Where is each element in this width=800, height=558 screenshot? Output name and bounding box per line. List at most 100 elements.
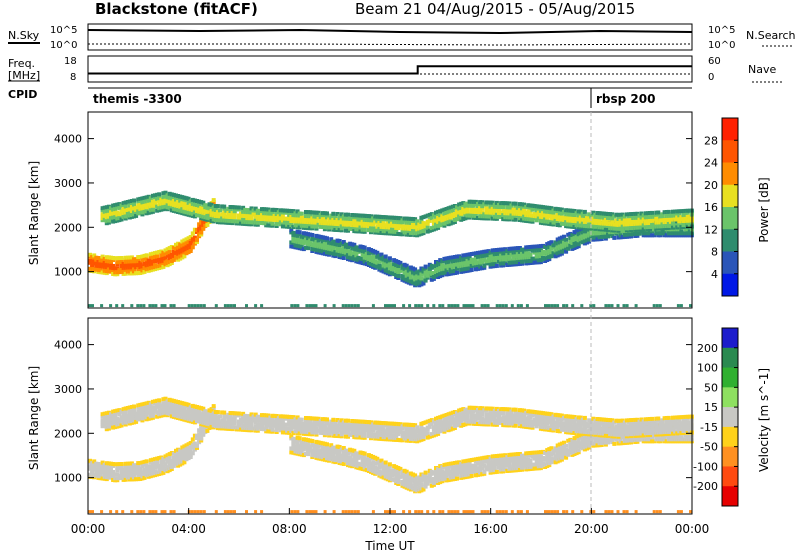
scatter-cell: [564, 444, 568, 448]
scatter-cell: [161, 304, 164, 307]
scatter-cell: [626, 304, 629, 307]
scatter-cell: [470, 474, 474, 478]
scatter-cell: [495, 264, 499, 268]
scatter-cell: [325, 442, 329, 446]
scatter-cell: [191, 245, 195, 249]
scatter-cell: [222, 205, 226, 209]
scatter-cell: [623, 304, 626, 307]
scatter-cell: [148, 304, 151, 307]
scatter-cell: [121, 304, 124, 307]
scatter-cell: [470, 268, 474, 272]
scatter-cell: [333, 304, 336, 307]
scatter-cell: [145, 253, 149, 257]
scatter-cell: [194, 304, 197, 307]
scatter-cell: [309, 304, 312, 307]
scatter-cell: [170, 304, 173, 307]
scatter-cell: [528, 459, 532, 463]
scatter-cell: [571, 304, 574, 307]
scatter-cell: [419, 276, 423, 280]
scatter-cell: [677, 304, 680, 307]
scatter-cell: [456, 304, 459, 307]
nsky-label: N.Sky: [8, 29, 40, 42]
freq-left-tick-bottom: 8: [70, 72, 76, 83]
scatter-cell: [325, 211, 329, 215]
noise-left-tick-top: 10^5: [50, 25, 77, 36]
scatter-cell: [455, 477, 459, 481]
scatter-cell: [310, 439, 314, 443]
beam-date-title: Beam 21 04/Aug/2015 - 05/Aug/2015: [355, 0, 635, 18]
cpid-segment-1: themis -3300: [93, 92, 182, 106]
scatter-cell: [195, 444, 199, 448]
scatter-cell: [466, 304, 469, 307]
scatter-cell: [484, 304, 487, 307]
scatter-cell: [142, 304, 145, 307]
scatter-cell: [300, 212, 304, 216]
scatter-cell: [402, 304, 405, 307]
scatter-cell: [315, 304, 318, 307]
scatter-cell: [139, 304, 142, 307]
scatter-cell: [553, 304, 556, 307]
freq-left-tick-top: 18: [64, 56, 77, 67]
nave-label: Nave: [748, 63, 776, 76]
nsky-line: [88, 30, 692, 33]
scatter-cell: [438, 304, 441, 307]
scatter-cell: [447, 304, 450, 307]
scatter-cell: [450, 304, 453, 307]
scatter-cell: [384, 461, 388, 465]
scatter-cell: [191, 451, 195, 455]
scatter-cell: [499, 304, 502, 307]
nsearch-label: N.Search: [746, 29, 796, 42]
scatter-cell: [227, 304, 230, 307]
scatter-cell: [520, 304, 523, 307]
scatter-cell: [384, 255, 388, 259]
scatter-cell: [388, 462, 392, 466]
scatter-cell: [245, 304, 248, 307]
scatter-cell: [564, 238, 568, 242]
scatter-cell: [372, 304, 375, 307]
scatter-cell: [656, 211, 660, 215]
scatter-cell: [463, 304, 466, 307]
scatter-cell: [260, 304, 263, 307]
scatter-cell: [580, 304, 583, 307]
scatter-cell: [191, 304, 194, 307]
cpid-segment-2: rbsp 200: [596, 92, 655, 106]
scatter-cell: [388, 256, 392, 260]
scatter-cell: [547, 304, 550, 307]
scatter-cell: [654, 217, 658, 221]
scatter-cell: [342, 304, 345, 307]
scatter-cell: [305, 304, 308, 307]
ytick-label: 2000: [54, 221, 82, 234]
scatter-cell: [432, 304, 435, 307]
frequency-line: [88, 66, 692, 73]
scatter-cell: [157, 192, 161, 196]
scatter-cell: [145, 459, 149, 463]
scatter-cell: [517, 304, 520, 307]
noise-left-tick-bottom: 10^0: [50, 40, 77, 51]
scatter-cell: [667, 210, 671, 214]
noise-right-tick-top: 10^5: [708, 25, 735, 36]
scatter-cell: [496, 304, 499, 307]
scatter-cell: [312, 304, 315, 307]
scatter-cell: [544, 304, 547, 307]
scatter-cell: [612, 236, 616, 240]
scatter-cell: [130, 304, 133, 307]
scatter-cell: [237, 206, 241, 210]
scatter-cell: [195, 238, 199, 242]
scatter-cell: [293, 304, 296, 307]
scatter-cell: [528, 253, 532, 257]
scatter-cell: [363, 246, 367, 250]
scatter-cell: [408, 304, 411, 307]
scatter-cell: [357, 304, 360, 307]
scatter-cell: [511, 304, 514, 307]
frequency-line-path: [88, 66, 692, 73]
scatter-cell: [659, 304, 662, 307]
freq-unit-label: [MHz]: [8, 69, 40, 82]
freq-panel-frame: [88, 56, 692, 82]
power-heatmap: [88, 191, 694, 307]
scatter-cell: [271, 222, 275, 226]
scatter-cell: [191, 231, 195, 235]
scatter-cell: [200, 304, 203, 307]
scatter-cell: [115, 304, 118, 307]
scatter-cell: [387, 304, 390, 307]
scatter-cell: [324, 304, 327, 307]
